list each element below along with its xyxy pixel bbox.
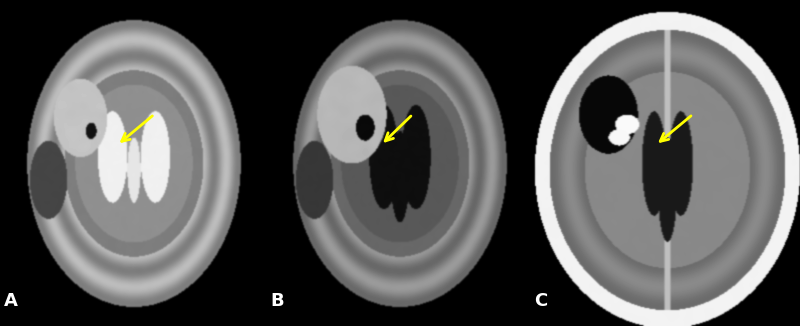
Text: B: B: [270, 292, 284, 310]
Text: C: C: [534, 292, 548, 310]
Text: A: A: [4, 292, 18, 310]
